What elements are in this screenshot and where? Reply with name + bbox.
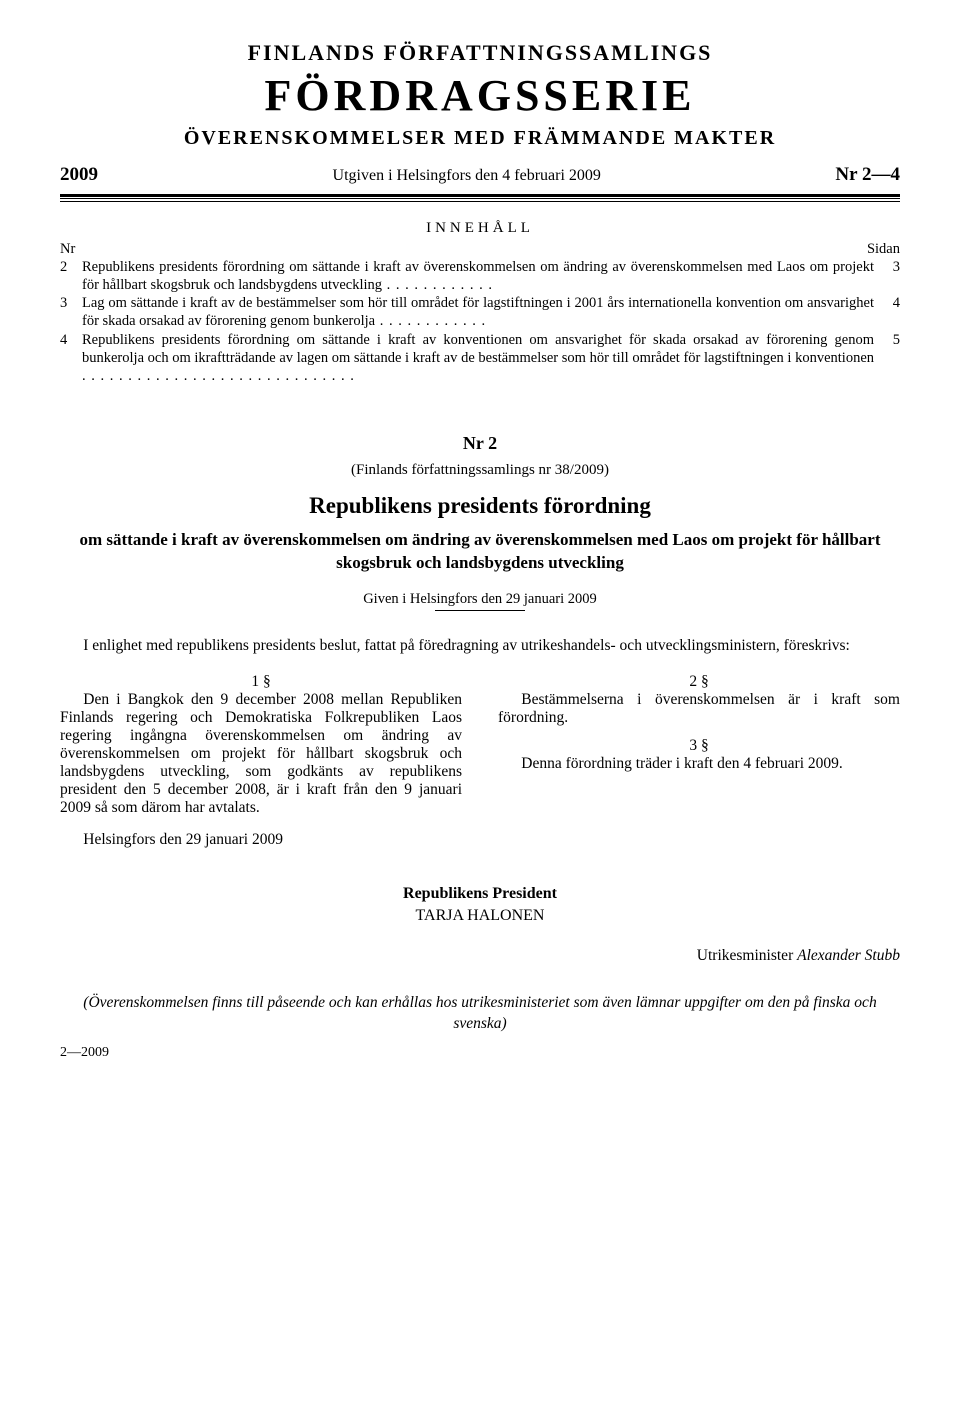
- minister-signature: Utrikesminister Alexander Stubb: [60, 947, 900, 965]
- availability-footnote: (Överenskommelsen finns till påseende oc…: [60, 993, 900, 1035]
- section-1-body: Den i Bangkok den 9 december 2008 mellan…: [60, 691, 462, 817]
- toc-leader-dots: [82, 368, 355, 384]
- toc-item-page: 5: [880, 331, 900, 349]
- toc-item-page: 4: [880, 294, 900, 312]
- right-column: 2 § Bestämmelserna i överenskommelsen är…: [498, 671, 900, 849]
- document-page: FINLANDS FÖRFATTNINGSSAMLINGS FÖRDRAGSSE…: [0, 0, 960, 1101]
- table-of-contents: Nr Sidan 2 Republikens presidents förord…: [60, 241, 900, 385]
- section-3-number: 3 §: [498, 737, 900, 755]
- publication-row: 2009 Utgiven i Helsingfors den 4 februar…: [60, 164, 900, 186]
- toc-item-number: 4: [60, 331, 82, 349]
- minister-name: Alexander Stubb: [797, 947, 900, 964]
- toc-row: 4 Republikens presidents förordning om s…: [60, 331, 900, 385]
- decree-subtitle: om sättande i kraft av överenskommelsen …: [60, 529, 900, 575]
- section-2-body: Bestämmelserna i överenskommelsen är i k…: [498, 691, 900, 727]
- toc-header-page: Sidan: [867, 241, 900, 258]
- toc-item-page: 3: [880, 258, 900, 276]
- minister-label: Utrikesminister: [697, 947, 797, 964]
- intro-paragraph: I enlighet med republikens presidents be…: [60, 637, 900, 655]
- left-column: 1 § Den i Bangkok den 9 december 2008 me…: [60, 671, 462, 849]
- publication-issue: Nr 2—4: [835, 164, 900, 186]
- toc-item-text: Republikens presidents förordning om sät…: [82, 258, 880, 294]
- decree-given-line: Given i Helsingfors den 29 januari 2009: [60, 591, 900, 608]
- toc-item-text: Lag om sättande i kraft av de bestämmels…: [82, 294, 880, 330]
- publication-year: 2009: [60, 164, 98, 186]
- section-3-body: Denna förordning träder i kraft den 4 fe…: [498, 755, 900, 773]
- masthead-line2: FÖRDRAGSSERIE: [60, 70, 900, 121]
- toc-header-nr: Nr: [60, 241, 75, 258]
- toc-item-number: 2: [60, 258, 82, 276]
- masthead-line1: FINLANDS FÖRFATTNINGSSAMLINGS: [60, 40, 900, 66]
- publication-info: Utgiven i Helsingfors den 4 februari 200…: [333, 167, 601, 185]
- toc-row: 3 Lag om sättande i kraft av de bestämme…: [60, 294, 900, 330]
- toc-leader-dots: [382, 277, 493, 293]
- section-1-number: 1 §: [60, 673, 462, 691]
- toc-leader-dots: [375, 313, 486, 329]
- toc-item-number: 3: [60, 294, 82, 312]
- toc-row: 2 Republikens presidents förordning om s…: [60, 258, 900, 294]
- toc-title: INNEHÅLL: [60, 220, 900, 237]
- toc-item-text: Republikens presidents förordning om sät…: [82, 331, 880, 385]
- signoff-city-date: Helsingfors den 29 januari 2009: [60, 831, 462, 849]
- section-2-number: 2 §: [498, 673, 900, 691]
- president-name: TARJA HALONEN: [60, 907, 900, 925]
- header-rule: [60, 194, 900, 202]
- decree-reference: (Finlands författningssamlings nr 38/200…: [60, 462, 900, 479]
- given-rule: [435, 610, 525, 611]
- sheet-identifier: 2—2009: [60, 1045, 900, 1061]
- president-title: Republikens President: [60, 885, 900, 903]
- masthead-line3: ÖVERENSKOMMELSER MED FRÄMMANDE MAKTER: [60, 127, 900, 150]
- toc-header-row: Nr Sidan: [60, 241, 900, 258]
- toc-item-text-content: Republikens presidents förordning om sät…: [82, 332, 874, 366]
- decree-number: Nr 2: [60, 433, 900, 454]
- body-columns: 1 § Den i Bangkok den 9 december 2008 me…: [60, 671, 900, 849]
- decree-title: Republikens presidents förordning: [60, 493, 900, 519]
